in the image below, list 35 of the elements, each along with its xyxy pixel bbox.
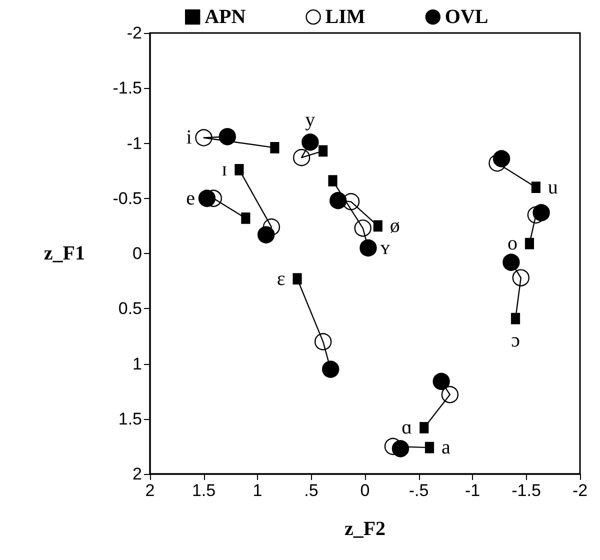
legend-label: LIM [325,6,366,28]
y-tick-label: 0.5 [118,299,142,318]
data-label: u [548,176,558,198]
data-label: ʏ [380,236,390,259]
x-tick-label: 1.5 [192,481,216,500]
data-label: y [305,109,316,132]
x-tick-label: 0 [360,481,370,500]
data-label: ɛ [276,268,286,290]
y-tick-label: -1 [126,134,142,153]
y-tick-label: -1.5 [112,78,142,98]
y-tick-label: 2 [132,464,142,484]
y-tick-label: 0 [132,244,142,263]
data-label: ø [390,214,400,237]
data-label: o [507,232,518,255]
y-axis-title: z_F1 [44,242,85,264]
x-tick-label: -1 [464,481,480,500]
x-tick-label: -2 [572,481,588,500]
x-tick-label: -.5 [408,481,429,500]
legend-label: APN [204,6,246,28]
data-label: ɔ [511,330,520,352]
x-tick-label: 1 [252,481,262,500]
x-axis-title: z_F2 [344,518,386,540]
data-label: ɪ [222,158,228,181]
y-tick-label: -0.5 [112,188,142,208]
y-tick-label: 1 [132,354,142,374]
x-tick-label: 2 [145,481,155,500]
y-tick-label: -2 [126,24,142,42]
data-label: i [186,126,192,149]
x-tick-label: -1.5 [512,481,541,500]
legend-label: OVL [444,6,488,28]
x-tick-label: .5 [304,481,318,500]
y-tick-label: 1.5 [118,409,142,428]
data-label: e [186,187,196,210]
data-label: ɑ [402,416,412,439]
data-label: a [442,436,450,459]
